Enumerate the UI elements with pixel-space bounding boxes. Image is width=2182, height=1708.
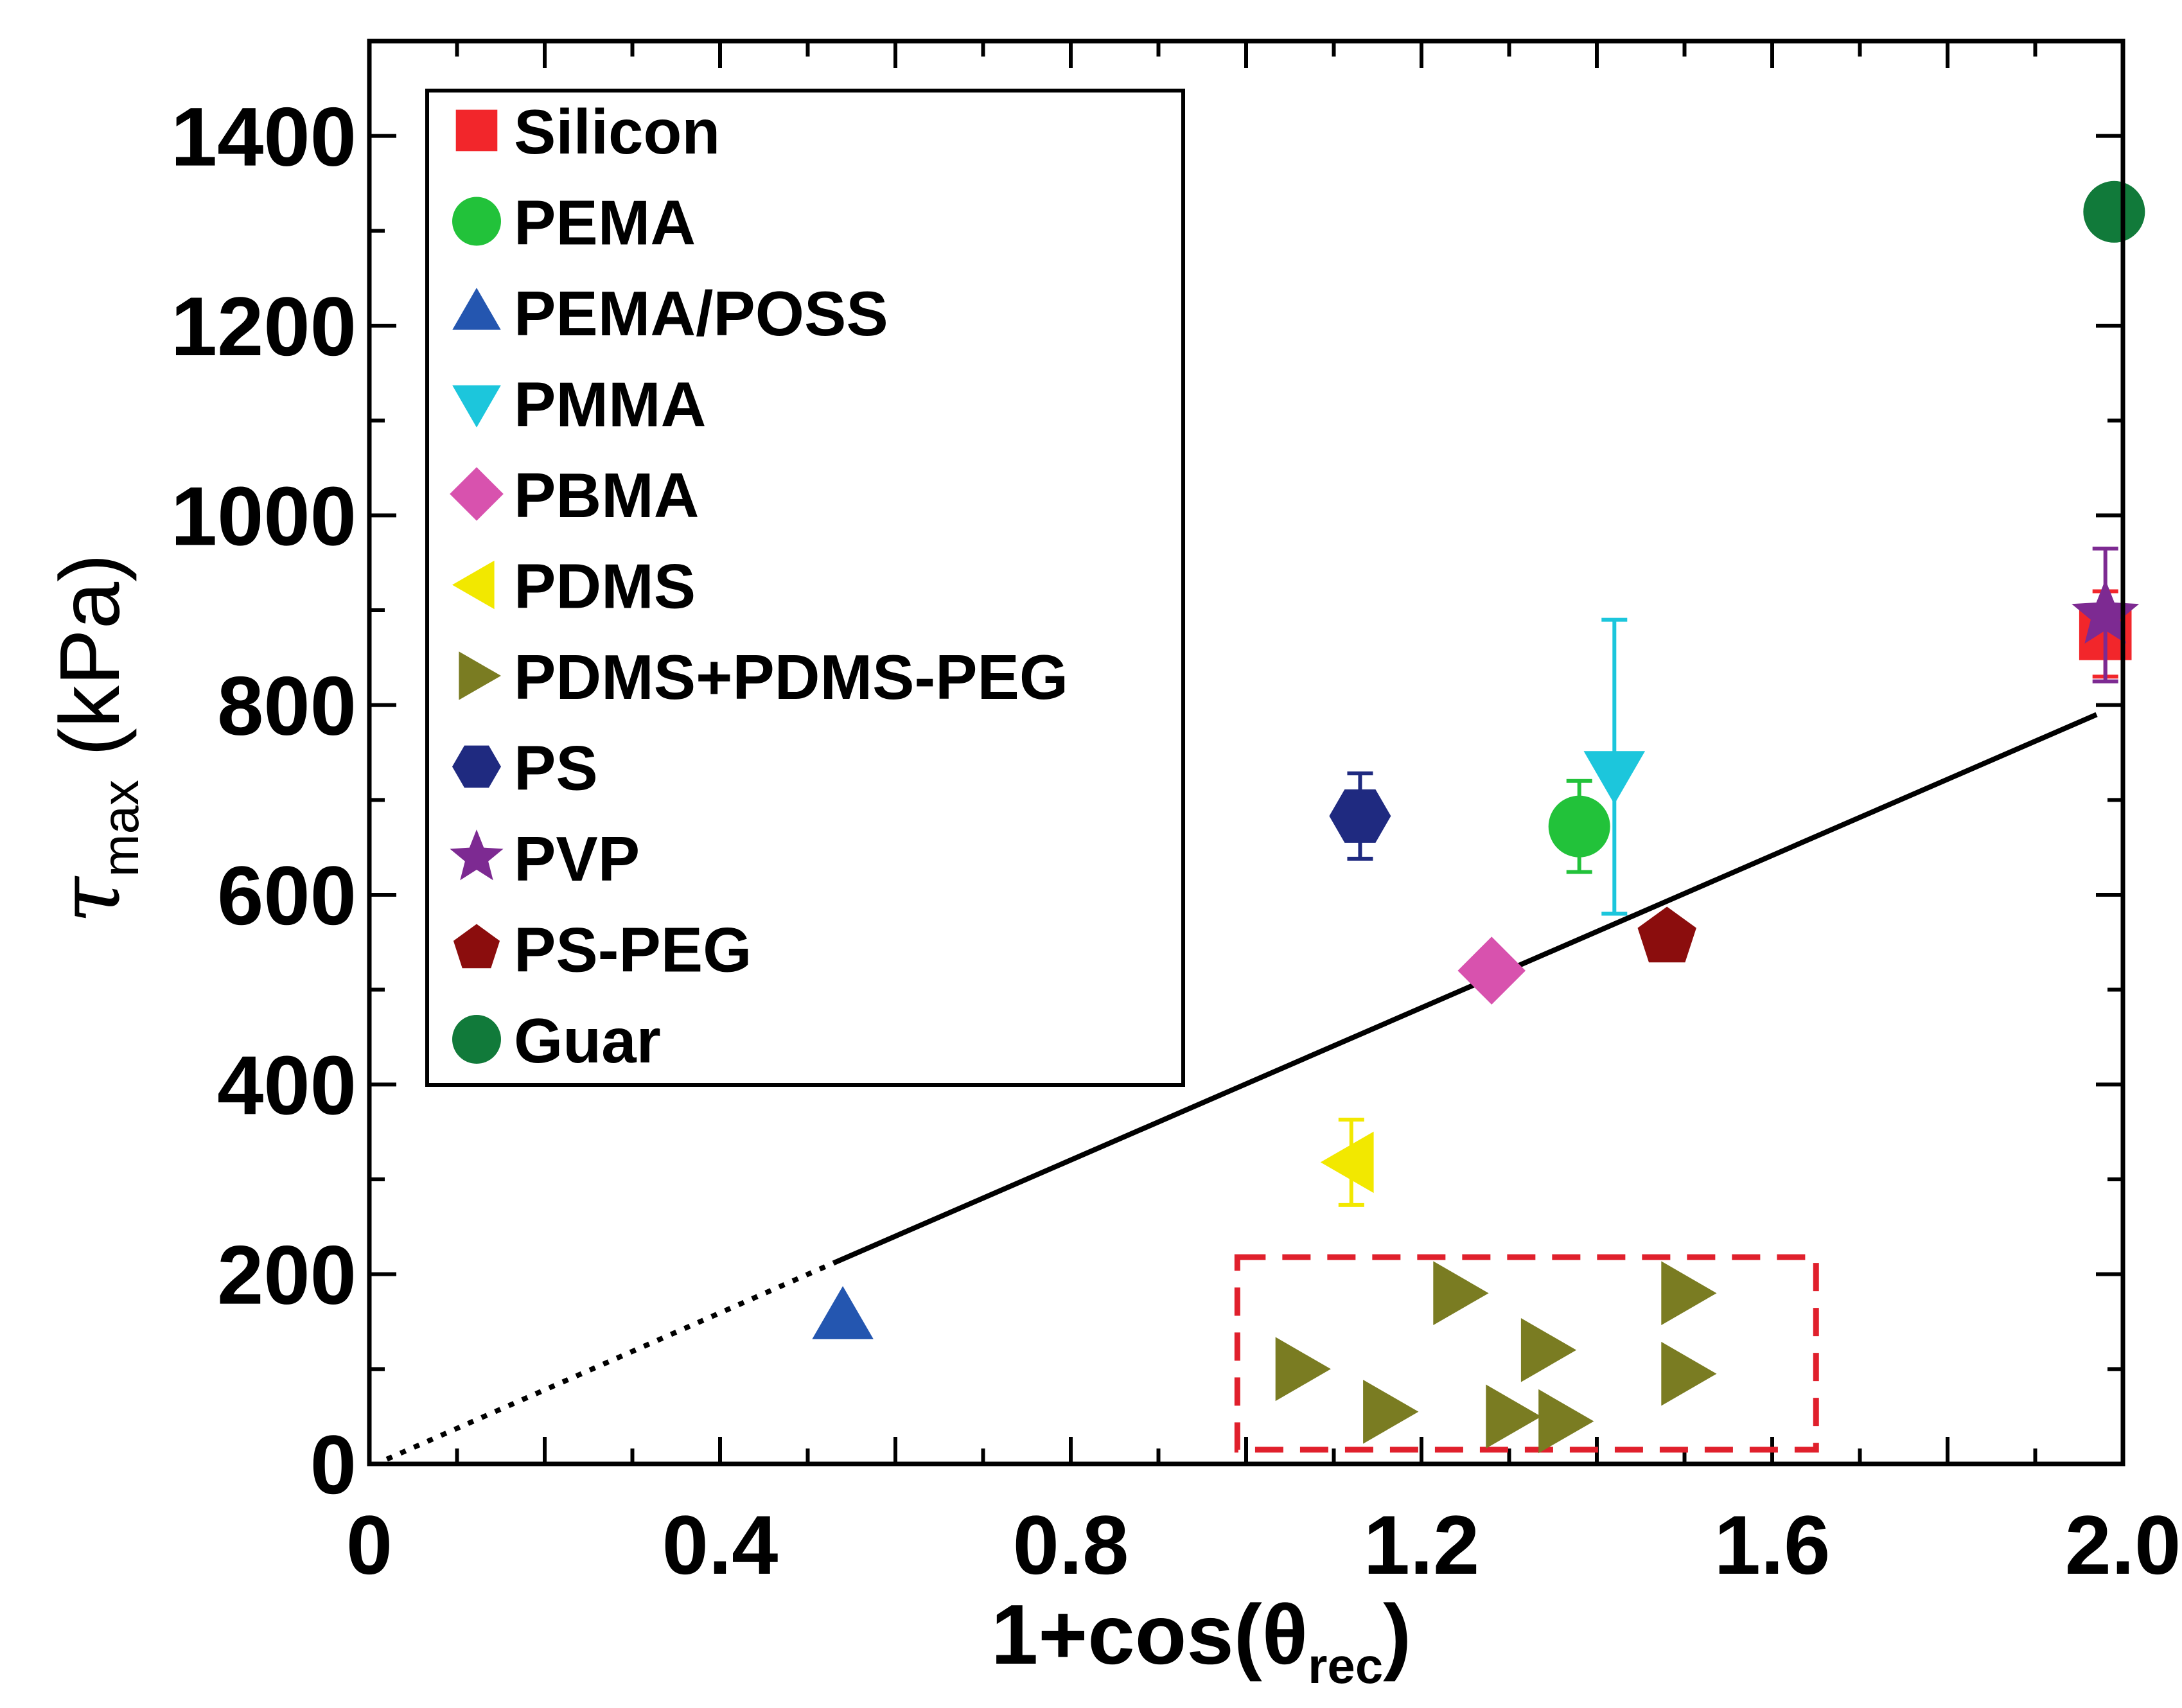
legend-label-pvp: PVP — [514, 823, 640, 894]
x-axis-title: 1+cos(θrec) — [991, 1587, 1411, 1694]
marker-pema-poss — [812, 1286, 874, 1339]
svg-text:τmax (kPa): τmax (kPa) — [40, 554, 149, 924]
markers-layer — [812, 180, 2145, 1454]
marker-pdms-pdms-peg — [1486, 1384, 1542, 1448]
fit-line-solid — [832, 712, 2098, 1265]
legend-marker-pvp — [450, 829, 504, 881]
legend-label-pdms: PDMS — [514, 551, 696, 622]
marker-pbma — [1457, 937, 1526, 1005]
legend-marker-pema — [452, 197, 501, 246]
legend-marker-pema-poss — [452, 288, 501, 330]
legend-label-guar: Guar — [514, 1005, 661, 1076]
legend-label-pbma: PBMA — [514, 460, 699, 531]
marker-pdms-pdms-peg — [1661, 1341, 1717, 1406]
x-tick-label: 1.2 — [1364, 1498, 1480, 1592]
fit-line-layer — [385, 712, 2098, 1462]
marker-guar — [2083, 180, 2145, 243]
legend-marker-silicon — [455, 109, 498, 152]
y-tick-label: 200 — [217, 1228, 356, 1322]
legend-marker-ps-peg — [453, 924, 500, 969]
marker-pdms-pdms-peg — [1520, 1318, 1577, 1382]
marker-pdms-pdms-peg — [1275, 1337, 1331, 1402]
y-tick-label: 1000 — [171, 469, 356, 563]
legend-marker-guar — [452, 1015, 501, 1064]
x-tick-label: 2.0 — [2065, 1498, 2181, 1592]
marker-ps-peg — [1637, 906, 1696, 963]
legend-label-pema: PEMA — [514, 188, 696, 258]
highlight-box — [1234, 1254, 1819, 1453]
marker-ps — [1329, 789, 1391, 843]
y-tick-label: 1200 — [171, 279, 356, 373]
legend-label-pmma: PMMA — [514, 369, 706, 440]
y-tick-label: 0 — [310, 1418, 356, 1511]
legend-label-ps-peg: PS-PEG — [514, 915, 752, 985]
marker-pdms-pdms-peg — [1363, 1380, 1419, 1444]
y-tick-label: 400 — [217, 1038, 356, 1132]
legend: Silicon PEMA PEMA/POSS PMMA PBMA PDMS PDMS+PDM… — [425, 89, 1185, 1087]
x-tick-label: 0.8 — [1013, 1498, 1129, 1592]
marker-pdms-pdms-peg — [1538, 1389, 1594, 1454]
legend-label-silicon: Silicon — [514, 96, 720, 167]
marker-pdms — [1320, 1131, 1374, 1193]
x-tick-label: 0 — [346, 1498, 392, 1592]
marker-pmma — [1583, 751, 1646, 804]
legend-marker-pbma — [450, 467, 504, 521]
legend-marker-pdms — [452, 560, 495, 610]
y-tick-label: 800 — [217, 659, 356, 753]
y-axis-title: τmax (kPa) — [40, 554, 149, 924]
x-tick-label: 1.6 — [1714, 1498, 1831, 1592]
marker-pdms-pdms-peg — [1433, 1261, 1489, 1325]
legend-label-ps: PS — [514, 733, 598, 804]
plot-area-frame — [367, 39, 2125, 1466]
y-tick-label: 1400 — [171, 90, 356, 184]
marker-pvp — [2072, 579, 2140, 644]
legend-marker-ps — [452, 745, 501, 788]
marker-pdms-pdms-peg — [1661, 1261, 1717, 1325]
highlight-box-layer — [1234, 1254, 1819, 1453]
legend-entries: Silicon PEMA PEMA/POSS PMMA PBMA PDMS PDMS+PDM… — [450, 96, 1068, 1076]
x-tick-label: 0.4 — [662, 1498, 779, 1592]
legend-label-pdms-pdms-peg: PDMS+PDMS-PEG — [514, 642, 1068, 712]
y-tick-label: 600 — [217, 849, 356, 942]
legend-label-pema-poss: PEMA/POSS — [514, 278, 888, 349]
legend-marker-pdms-pdms-peg — [459, 651, 501, 700]
legend-marker-pmma — [452, 385, 501, 428]
tick-labels: 0 0.4 0.8 1.2 1.6 2.0 0 200 400 600 800 1000 1200 140… — [171, 90, 2181, 1592]
marker-pema — [1548, 795, 1610, 858]
legend-frame — [425, 89, 1185, 1087]
